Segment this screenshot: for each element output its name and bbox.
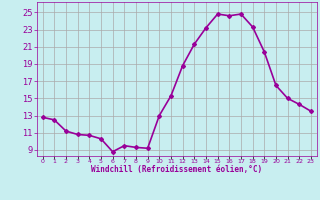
X-axis label: Windchill (Refroidissement éolien,°C): Windchill (Refroidissement éolien,°C) bbox=[91, 165, 262, 174]
